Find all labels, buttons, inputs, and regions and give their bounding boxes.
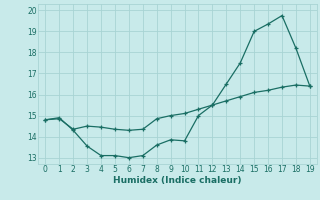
X-axis label: Humidex (Indice chaleur): Humidex (Indice chaleur) — [113, 176, 242, 185]
